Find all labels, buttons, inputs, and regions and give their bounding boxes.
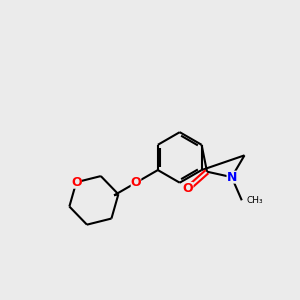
Text: O: O [71, 176, 82, 189]
Text: N: N [226, 171, 237, 184]
Text: O: O [183, 182, 194, 195]
Text: O: O [131, 176, 141, 189]
Text: CH₃: CH₃ [246, 196, 263, 205]
